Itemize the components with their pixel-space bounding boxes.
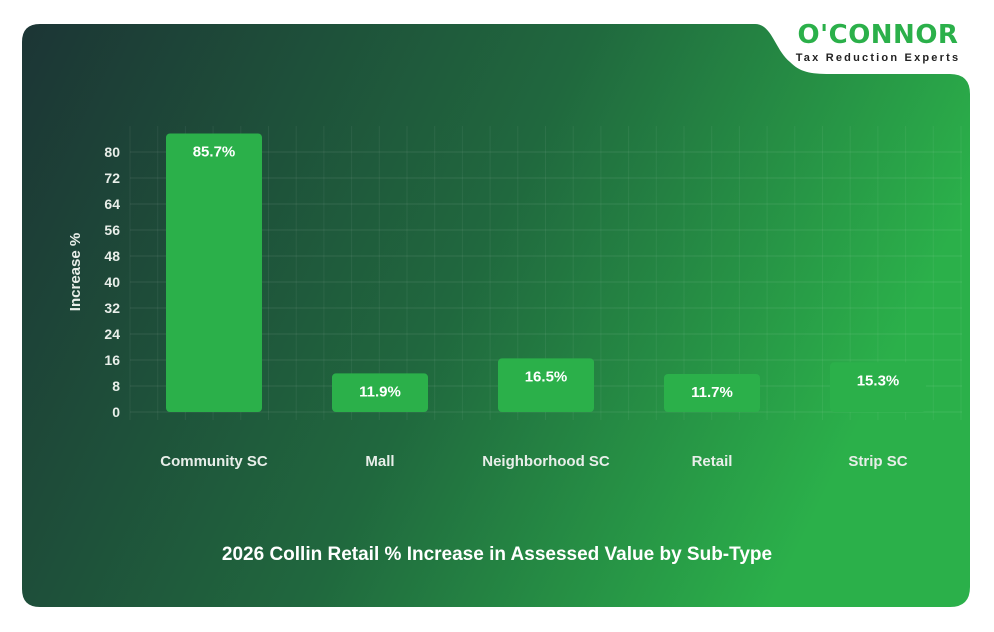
- y-tick-label: 48: [104, 248, 120, 264]
- x-tick-label: Mall: [365, 453, 394, 470]
- y-tick-label: 16: [104, 352, 120, 368]
- x-tick-label: Strip SC: [848, 453, 907, 470]
- oconnor-logo: O'CONNOR Tax Reduction Experts: [788, 20, 968, 64]
- x-tick-label: Neighborhood SC: [482, 453, 610, 470]
- chart-title: 2026 Collin Retail % Increase in Assesse…: [221, 544, 773, 565]
- bar-neighborhood-sc: [498, 358, 594, 412]
- data-label: 11.9%: [359, 383, 401, 400]
- data-label: 85.7%: [193, 143, 236, 160]
- data-label: 16.5%: [525, 368, 568, 385]
- bar-strip-sc: [830, 362, 926, 412]
- x-tick-label: Community SC: [160, 453, 268, 470]
- y-tick-label: 80: [104, 144, 120, 160]
- y-tick-label: 72: [104, 170, 120, 186]
- bar-retail: [664, 373, 760, 412]
- data-label: 15.3%: [857, 372, 900, 389]
- y-axis-label: Increase %: [67, 233, 84, 311]
- y-tick-label: 56: [104, 222, 120, 238]
- y-tick-label: 64: [104, 196, 120, 212]
- bar-community-sc: [166, 133, 262, 412]
- y-tick-label: 40: [104, 274, 120, 290]
- data-label: 11.7%: [691, 384, 733, 401]
- y-tick-label: 0: [112, 404, 120, 420]
- logo-name: O'CONNOR: [797, 20, 959, 50]
- bar-mall: [332, 373, 428, 412]
- y-tick-label: 32: [104, 300, 120, 316]
- logo-tagline: Tax Reduction Experts: [795, 52, 961, 64]
- y-tick-label: 8: [112, 378, 120, 394]
- x-tick-label: Retail: [692, 453, 733, 470]
- y-tick-label: 24: [104, 326, 120, 342]
- card-background: [22, 24, 970, 607]
